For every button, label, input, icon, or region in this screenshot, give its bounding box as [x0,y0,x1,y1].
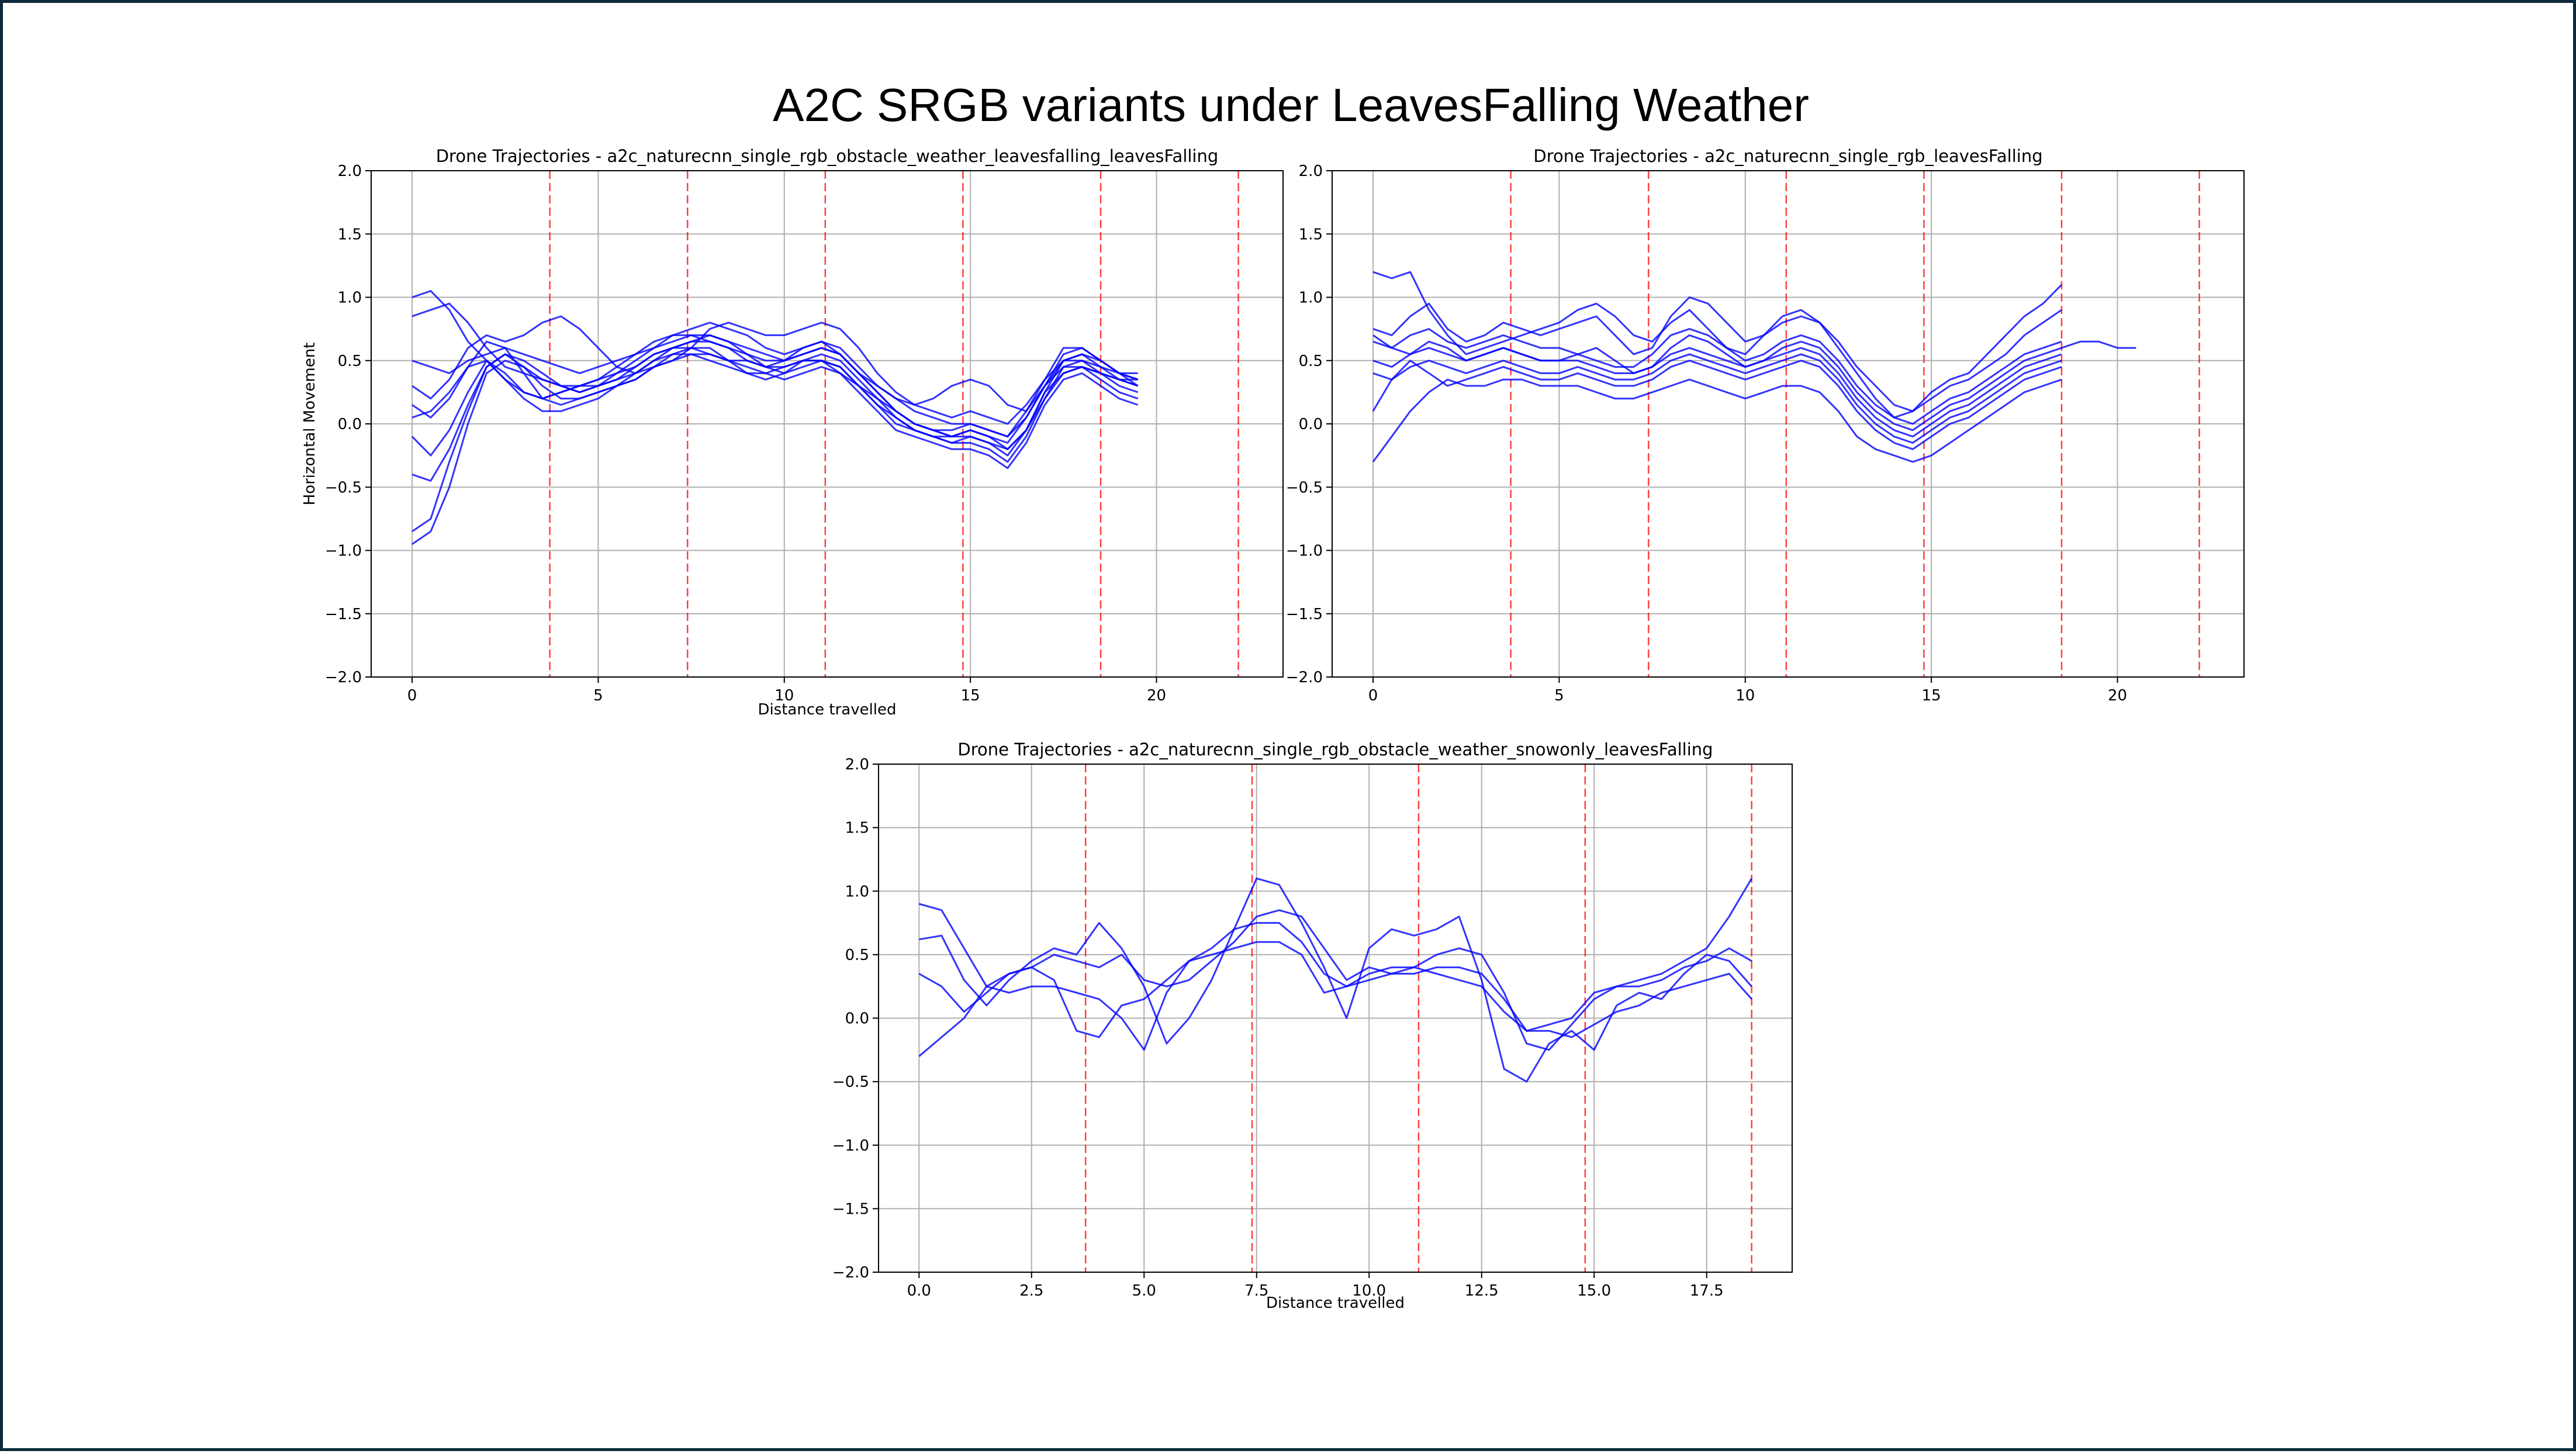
x-tick-label: 15 [1922,687,1941,704]
trajectory-line-1 [918,878,1752,1051]
trajectory-line-7 [412,353,1139,482]
y-axis-label: Horizontal Movement [301,343,319,506]
trajectory-line-6 [411,334,1138,457]
y-tick-label: −1.0 [1286,543,1323,560]
trajectory-line-1 [1372,271,2063,419]
chart-3: 0.0 2.5 5.0 7.5 10.0 12.5 15.0 17.5 −2.0 −1.5 −1.0… [832,740,1793,1312]
trajectory-line-8 [412,340,1138,533]
y-tick-label: 1.0 [1299,289,1323,307]
x-tick-label: 7.5 [1244,1282,1268,1300]
trajectory-line-3 [918,922,1752,1038]
trajectory-line-5 [1372,353,2062,444]
x-tick-label: 10 [774,687,794,704]
chart-title: Drone Trajectories - a2c_naturecnn_singl… [957,740,1713,759]
trajectory-line-8 [1372,334,2136,431]
trajectory-line-5 [412,353,1139,469]
x-tick-label: 0 [1368,687,1378,704]
chart-title: Drone Trajectories - a2c_naturecnn_singl… [1533,146,2042,166]
chart-title: Drone Trajectories - a2c_naturecnn_singl… [436,146,1219,166]
y-tick-label: −0.5 [832,1073,869,1091]
y-tick-label: 1.5 [845,820,869,837]
x-tick-label: 10.0 [1352,1282,1386,1300]
trajectory-line-2 [919,878,1752,1083]
y-tick-label: −1.0 [832,1137,869,1155]
y-tick-label: 2.0 [845,756,869,773]
slide-title: A2C SRGB variants under LeavesFalling We… [773,79,1809,131]
y-tick-label: −1.5 [832,1200,869,1218]
trajectory-line-9 [412,347,1139,545]
x-tick-label: 5.0 [1132,1282,1156,1300]
y-tick-label: 1.0 [338,289,362,307]
x-tick-label: 0.0 [907,1282,931,1300]
y-tick-label: −2.0 [325,669,362,686]
x-tick-label: 0 [407,687,417,704]
y-tick-label: 0.0 [338,416,362,433]
y-tick-label: 0.0 [845,1010,869,1028]
y-tick-label: −1.5 [325,606,362,623]
y-tick-label: −1.0 [325,543,362,560]
y-tick-label: 0.5 [1299,353,1323,370]
x-tick-label: 10 [1735,687,1755,704]
x-axis-label: Distance travelled [1266,1294,1405,1312]
y-tick-label: 1.5 [1299,226,1323,243]
trajectory-line-6 [1372,360,2062,450]
x-tick-label: 2.5 [1019,1282,1043,1300]
y-tick-label: 1.5 [338,226,362,243]
y-tick-label: 2.0 [338,163,362,180]
x-tick-label: 5 [1554,687,1564,704]
y-tick-label: 0.5 [845,947,869,964]
chart-2: 0 5 10 15 20 −2.0 −1.5 −1.0 −0.5 0.0 0.5 1.0 1.5 2.0 D… [1286,146,2245,704]
y-tick-label: −2.0 [1286,669,1323,686]
x-tick-label: 15 [961,687,980,704]
x-tick-label: 20 [2108,687,2127,704]
trajectory-line-3 [1372,328,2062,425]
x-tick-label: 15.0 [1577,1282,1611,1300]
y-tick-label: −1.5 [1286,606,1323,623]
x-tick-label: 12.5 [1465,1282,1499,1300]
y-tick-label: 1.0 [845,883,869,900]
y-tick-label: 0.5 [338,353,362,370]
trajectory-line-2 [1372,296,2062,412]
y-tick-label: 0.0 [1299,416,1323,433]
chart-1: 0 5 10 15 20 −2.0 −1.5 −1.0 −0.5 0.0 0.5 1.0 1.5 2.0 D… [301,146,1284,719]
x-tick-label: 17.5 [1690,1282,1724,1300]
y-tick-label: 2.0 [1299,163,1323,180]
x-tick-label: 20 [1147,687,1166,704]
y-tick-label: −0.5 [325,479,362,496]
trajectory-line-10 [412,315,1139,412]
y-tick-label: −2.0 [832,1264,869,1282]
y-tick-label: −0.5 [1286,479,1323,496]
x-tick-label: 5 [593,687,603,704]
trajectory-line-7 [1372,378,2062,463]
trajectory-line-4 [918,941,1752,1057]
x-axis-label: Distance travelled [758,701,896,719]
